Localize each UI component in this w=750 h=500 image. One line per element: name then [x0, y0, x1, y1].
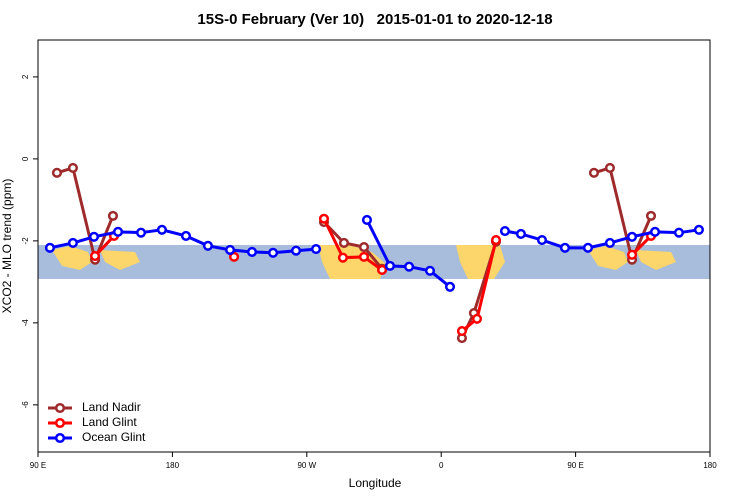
x-tick-label: 0 — [439, 461, 444, 470]
data-point — [490, 235, 502, 246]
x-axis-label: Longitude — [349, 476, 402, 490]
data-point — [471, 313, 483, 324]
data-point — [311, 244, 322, 255]
data-point — [180, 230, 192, 242]
data-point — [338, 237, 350, 248]
data-point — [649, 226, 661, 237]
data-point — [67, 162, 78, 173]
legend-label: Land Glint — [82, 415, 137, 429]
data-point — [89, 250, 101, 262]
y-axis-label: XCO2 - MLO trend (ppm) — [0, 179, 14, 314]
data-point — [202, 240, 213, 251]
map-strip — [38, 245, 710, 279]
legend-label: Ocean Glint — [82, 430, 146, 444]
data-point — [290, 245, 302, 256]
data-point — [135, 227, 147, 238]
legend-marker — [54, 432, 66, 444]
data-point — [107, 210, 119, 221]
x-tick-label: 180 — [166, 461, 180, 470]
data-point — [224, 244, 236, 255]
data-point — [246, 246, 258, 257]
legend-marker — [54, 402, 66, 414]
data-point — [515, 228, 526, 239]
x-tick-label: 90 E — [567, 461, 583, 470]
x-tick-label: 90 W — [297, 461, 316, 470]
data-point — [268, 247, 279, 258]
data-point — [536, 235, 548, 246]
data-point — [604, 162, 615, 173]
series-line — [56, 166, 115, 265]
data-point — [156, 224, 167, 235]
y-tick-label: 2 — [21, 74, 30, 79]
y-tick-label: -6 — [21, 401, 30, 409]
data-point — [626, 231, 638, 242]
x-tick-label: 90 E — [30, 461, 46, 470]
legend-marker — [54, 417, 66, 429]
data-point — [358, 251, 370, 262]
data-point — [582, 242, 594, 253]
data-point — [456, 326, 468, 337]
y-tick-label: 0 — [21, 156, 30, 161]
data-point — [693, 224, 704, 235]
data-point — [645, 210, 657, 221]
data-point — [361, 214, 373, 226]
y-tick-label: -4 — [21, 319, 30, 327]
data-point — [424, 265, 436, 276]
data-point — [559, 242, 571, 253]
series-line — [593, 166, 653, 265]
data-point — [588, 167, 600, 178]
data-point — [44, 242, 55, 253]
data-point — [88, 231, 100, 242]
series-line — [504, 228, 700, 250]
data-point — [51, 167, 63, 178]
x-tick-label: 180 — [703, 461, 717, 470]
data-point — [67, 237, 78, 248]
data-point — [604, 237, 615, 248]
data-point — [384, 260, 396, 271]
data-point — [318, 213, 330, 224]
chart-title: 15S-0 February (Ver 10) 2015-01-01 to 20… — [197, 11, 552, 28]
data-point — [337, 252, 348, 263]
data-point — [358, 241, 370, 253]
data-point — [499, 225, 511, 237]
legend-label: Land Nadir — [82, 400, 141, 414]
y-tick-label: -2 — [21, 237, 30, 245]
data-point — [673, 227, 684, 238]
data-point — [112, 226, 124, 237]
data-point — [444, 281, 456, 292]
data-point — [377, 264, 388, 276]
data-point — [229, 251, 240, 262]
data-point — [626, 249, 638, 260]
plot-frame — [37, 39, 711, 453]
series-line — [322, 220, 384, 270]
data-point — [404, 261, 415, 272]
series-line — [322, 218, 383, 272]
